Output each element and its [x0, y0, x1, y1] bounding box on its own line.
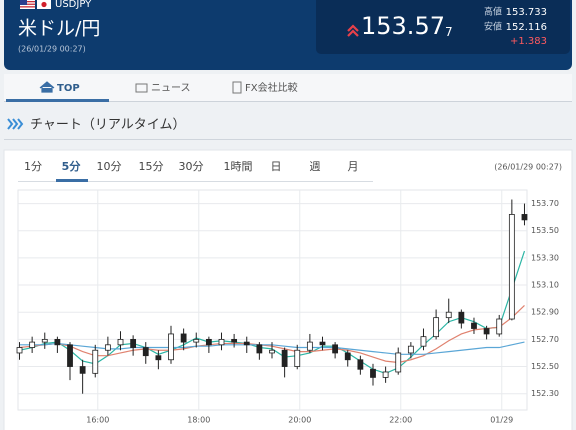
candle-body — [256, 344, 263, 354]
y-tick-label: 152.90 — [531, 308, 559, 317]
candle-body — [29, 341, 36, 348]
y-tick-label: 153.50 — [531, 226, 559, 235]
candle-body — [332, 344, 339, 354]
plot-frame — [17, 189, 528, 411]
timeframe-button[interactable]: 1分 — [24, 160, 42, 173]
candle-body — [407, 345, 414, 354]
candle-body — [395, 352, 402, 373]
jp-flag — [37, 0, 51, 9]
us-flag — [20, 0, 35, 9]
candle-body — [458, 311, 465, 324]
price-panel — [316, 0, 570, 54]
candle-body — [344, 352, 351, 361]
candle-body — [79, 366, 86, 374]
candle-body — [243, 341, 250, 346]
heading-chevrons — [7, 118, 24, 130]
x-tick-label: 20:00 — [288, 416, 311, 425]
x-tick-label: 01/29 — [490, 416, 513, 425]
candle-body — [54, 338, 61, 346]
high-value: 153.733 — [506, 7, 547, 18]
timeframe-button[interactable]: 1時間 — [224, 160, 253, 173]
pair-name: 米ドル/円 — [18, 18, 100, 40]
chart-time: (26/01/29 00:27) — [494, 163, 562, 172]
candle-body — [471, 322, 477, 329]
candle-body — [433, 317, 440, 338]
candle-body — [370, 368, 376, 378]
candle-body — [16, 347, 23, 354]
timeframe-border — [18, 181, 373, 182]
timeframe-bar: 1分 5分 10分 15分 30分 1時間 日 週 月 — [24, 159, 359, 173]
pair-code: USDJPY — [55, 0, 92, 10]
timeframe-button[interactable]: 30分 — [179, 160, 204, 173]
timeframe-button[interactable]: 15分 — [139, 160, 164, 173]
timeframe-button[interactable]: 週 — [310, 160, 321, 173]
candle-body — [218, 338, 225, 346]
y-tick-label: 153.70 — [531, 199, 559, 208]
y-tick-label: 152.30 — [531, 389, 559, 398]
tab[interactable]: FX会社比較 — [245, 81, 298, 94]
y-tick-label: 153.10 — [531, 281, 559, 290]
x-tick-label: 22:00 — [389, 416, 412, 425]
tab-border — [4, 101, 572, 102]
candle-body — [193, 338, 200, 343]
candle-body — [483, 328, 490, 335]
candle-body — [306, 341, 313, 351]
candle-body — [521, 214, 528, 221]
candle-body — [496, 318, 503, 335]
candle-body — [231, 338, 238, 343]
plot: 152.30 152.50 152.70 152.90 153.10 153.30 153.… — [16, 189, 559, 425]
candle-body — [168, 333, 174, 361]
change: +1.383 — [510, 36, 547, 47]
candle-body — [205, 338, 212, 346]
timeframe-button[interactable]: 10分 — [97, 160, 122, 173]
candle-body — [269, 349, 275, 354]
y-tick-label: 153.30 — [531, 253, 559, 262]
candle-body — [281, 349, 288, 367]
candle-body — [294, 349, 301, 367]
tab[interactable]: TOP — [57, 83, 80, 94]
candle-body — [319, 341, 326, 346]
candle-body — [41, 338, 48, 343]
price-main: 153.57 — [361, 12, 445, 40]
heading-underline — [4, 139, 572, 140]
low-label: 安値 — [484, 21, 502, 33]
timeframe-button[interactable]: 日 — [271, 160, 282, 173]
candle-body — [445, 311, 452, 319]
y-tick-label: 152.70 — [531, 335, 559, 344]
y-tick-label: 152.50 — [531, 362, 559, 371]
active-tab-underline — [6, 99, 109, 102]
candle-body — [382, 371, 389, 378]
candle-body — [180, 333, 187, 343]
update-time: (26/01/29 00:27) — [18, 45, 86, 54]
active-timeframe-underline — [56, 179, 88, 182]
fx-icon — [232, 81, 242, 94]
tab[interactable]: ニュース — [151, 83, 191, 94]
timeframe-button[interactable]: 月 — [348, 160, 359, 173]
candle-body — [357, 359, 364, 370]
candle-body — [104, 344, 111, 351]
up-arrow — [347, 24, 359, 37]
news-icon — [135, 83, 148, 93]
price: 153.577 — [361, 12, 453, 40]
chart-card — [3, 149, 573, 430]
candle-body — [142, 347, 149, 357]
candle-body — [420, 336, 427, 347]
candle-body — [155, 355, 162, 361]
high-label: 高値 — [484, 6, 502, 18]
timeframe-button[interactable]: 5分 — [62, 159, 82, 173]
home-icon — [39, 81, 55, 93]
x-tick-label: 16:00 — [86, 416, 109, 425]
tab-bar — [4, 74, 572, 102]
section-title: チャート（リアルタイム） — [30, 118, 185, 133]
candle-body — [130, 338, 137, 348]
low-value: 152.116 — [506, 22, 547, 33]
candle-body — [67, 344, 73, 367]
price-small: 7 — [445, 25, 453, 39]
candle-body — [508, 214, 515, 320]
candle-body — [117, 338, 124, 346]
candle-body — [92, 349, 99, 374]
x-tick-label: 18:00 — [187, 416, 210, 425]
